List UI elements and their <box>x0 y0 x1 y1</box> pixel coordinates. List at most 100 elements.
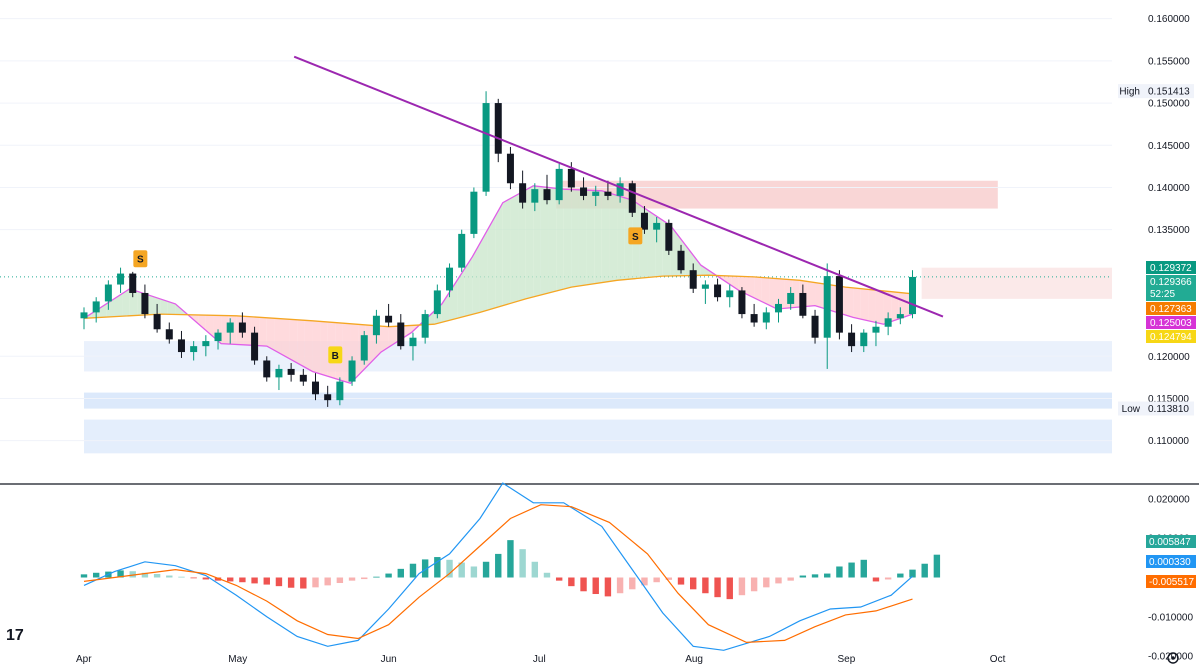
ma-cloud-slice <box>586 190 595 285</box>
macd-tag-bg <box>1146 575 1196 588</box>
histogram-bar <box>872 577 880 582</box>
ma-cloud-slice <box>129 288 138 316</box>
resistance-trendline[interactable] <box>293 55 944 318</box>
candle-body <box>470 191 478 234</box>
time-axis: Apr May Jun Jul Aug Sep Oct <box>76 654 1006 665</box>
settings-icon[interactable] <box>1167 652 1179 664</box>
ma-cloud-slice <box>746 276 755 298</box>
ma-cloud-slice <box>380 326 389 353</box>
ma-cloud-slice <box>99 303 107 318</box>
time-tick-label: Aug <box>685 654 703 665</box>
ma-cloud-slice <box>289 319 298 364</box>
candle-body <box>494 103 502 154</box>
price-tag-bg <box>1146 316 1196 329</box>
signal-badge <box>328 346 343 364</box>
ma-cloud-slice <box>259 317 267 347</box>
candle-body <box>372 315 380 336</box>
ma-cloud-slice <box>883 290 892 325</box>
ma-cloud-slice <box>464 256 473 317</box>
candle-body <box>896 314 904 319</box>
ma-cloud-slice <box>647 210 656 278</box>
candle-body <box>604 191 612 196</box>
histogram-bar <box>714 577 721 598</box>
histogram-bar <box>178 576 185 578</box>
histogram-bar <box>348 577 356 581</box>
ma-cloud-slice <box>815 282 823 308</box>
macd-tag-bg <box>1146 535 1196 548</box>
ma-cloud-slice <box>266 317 275 351</box>
candle-body <box>141 292 149 315</box>
histogram-bar <box>543 572 551 578</box>
time-tick-label: May <box>228 654 247 665</box>
candle-body <box>421 314 429 338</box>
candle-body <box>360 335 368 361</box>
candle-body <box>689 270 697 289</box>
ma-cloud-slice <box>761 277 770 306</box>
ma-cloud-slice <box>601 190 610 283</box>
logo[interactable]: 17 <box>6 627 24 644</box>
ma-cloud-slice <box>700 265 709 276</box>
histogram-bar <box>361 577 368 580</box>
price-tag-value: 0.124794 <box>1150 332 1192 343</box>
trend-line[interactable] <box>293 55 944 318</box>
price-tag-value: 0.129366 <box>1150 277 1192 288</box>
low-label: Low <box>1122 404 1141 415</box>
ma-cloud-slice <box>297 319 305 368</box>
histogram-bar <box>884 577 892 580</box>
histogram-bar <box>300 577 307 589</box>
candle-body <box>104 284 112 302</box>
ma-cloud-slice <box>731 276 739 291</box>
tradingview-logo[interactable]: 17 <box>6 627 24 644</box>
candle-body <box>409 337 417 347</box>
histogram-bar <box>153 573 161 578</box>
histogram-bar <box>836 566 843 578</box>
macd-tick-label: -0.020000 <box>1148 652 1193 663</box>
ma-cloud-slice <box>769 278 777 310</box>
histogram-bar <box>555 577 563 581</box>
candle-body <box>202 341 210 347</box>
candle-body <box>397 322 405 347</box>
ma-cloud-slice <box>320 321 328 377</box>
macd-tick-label: 0.020000 <box>1148 494 1190 505</box>
ma-cloud-slice <box>868 289 876 323</box>
histogram-bar <box>117 570 124 578</box>
histogram-bar <box>409 563 417 578</box>
histogram-bar <box>495 553 502 578</box>
candle-body <box>543 189 551 201</box>
candle-body <box>275 368 283 378</box>
price-tag-countdown: 52:25 <box>1150 289 1175 300</box>
price-tick-label: 0.140000 <box>1148 183 1190 194</box>
macd-tag-bg <box>1146 555 1196 568</box>
ma-cloud-slice <box>487 216 496 311</box>
histogram-bar <box>275 577 283 587</box>
ma-cloud-slice <box>518 190 526 302</box>
signal-label: S <box>632 232 639 243</box>
ma-cloud-slice <box>114 293 123 317</box>
ma-cloud-slice <box>122 288 130 317</box>
candle-body <box>506 153 514 184</box>
ma-cloud-slice <box>457 268 465 319</box>
candle-body <box>567 168 575 188</box>
ma-cloud-slice <box>167 301 176 315</box>
histogram-bar <box>312 577 319 588</box>
histogram-bar <box>227 577 234 582</box>
time-tick-label: Oct <box>990 654 1006 665</box>
candle-body <box>117 273 125 285</box>
histogram-bar <box>141 572 149 578</box>
histogram-bar <box>592 577 599 595</box>
ma-cloud-slice <box>495 202 503 308</box>
low-value: 0.113810 <box>1148 404 1189 415</box>
ma-cloud-slice <box>845 287 854 318</box>
histogram-bar <box>763 577 770 588</box>
candle-body <box>750 314 758 323</box>
time-tick-label: Jul <box>533 654 546 665</box>
histogram-bar <box>616 577 624 594</box>
histogram-bar <box>580 577 587 592</box>
macd-line <box>83 482 913 651</box>
candle-body <box>348 360 356 382</box>
ma-cloud-slice <box>617 195 625 281</box>
histogram-bar <box>848 562 855 578</box>
low-label-bg <box>1118 401 1194 416</box>
candle-body <box>80 312 88 319</box>
